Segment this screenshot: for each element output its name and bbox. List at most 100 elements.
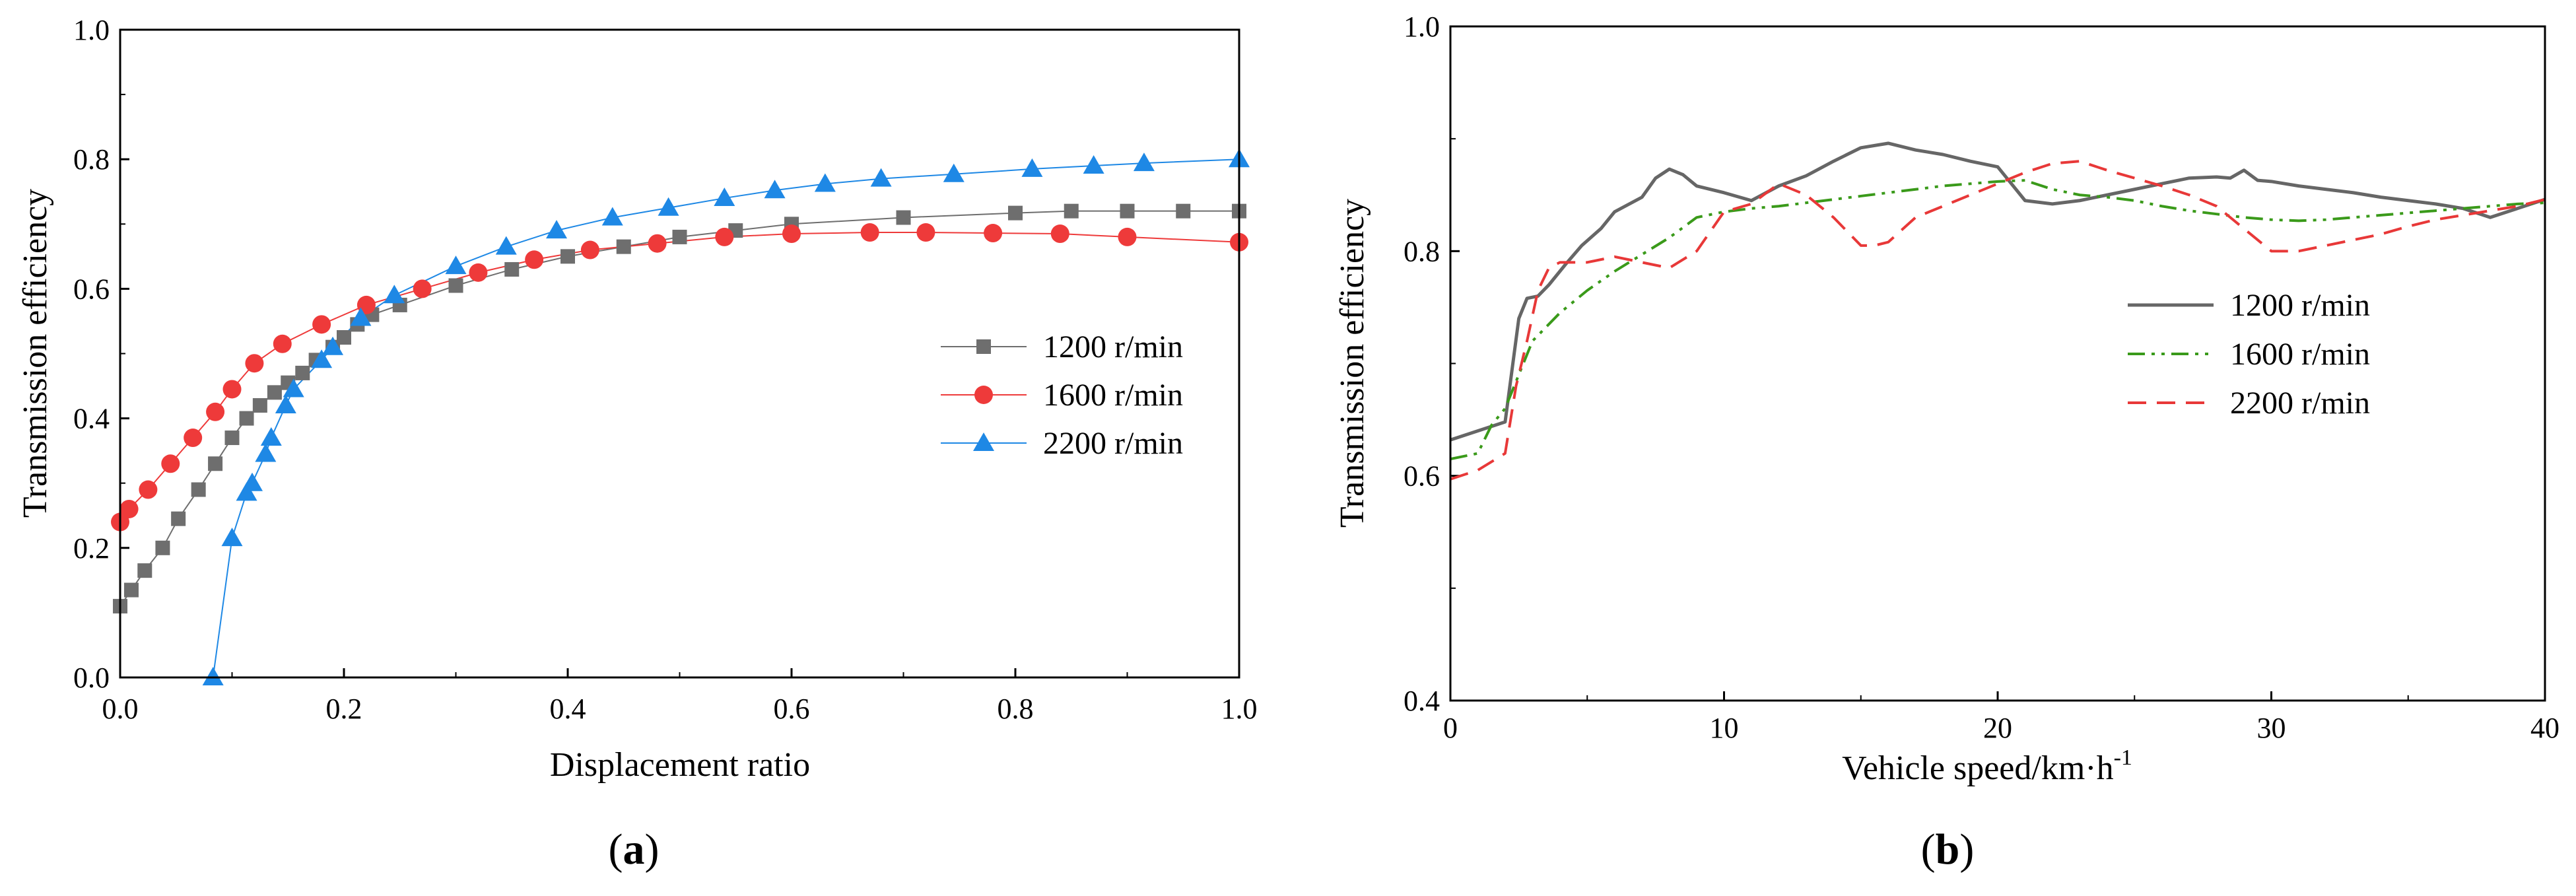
chart-a-panel-letter: a [623,825,645,874]
chart-a-data-point [184,429,203,448]
chart-a-data-point [560,249,575,264]
chart-a-panel-label: (a) [609,825,660,874]
chart-a-x-axis-label: Displacement ratio [550,746,810,784]
chart-a-data-point [245,354,264,373]
chart-a-data-point [525,250,544,269]
chart-a-data-point [870,168,892,187]
chart-a-frame [119,28,1240,679]
chart-a-data-point [384,285,405,304]
chart-b-y-tick-label: 0.6 [1404,460,1440,493]
chart-a-data-point [239,411,254,426]
chart-a-data-point [495,236,517,255]
chart-a-data-point [255,443,277,462]
chart-a-data-point [1008,205,1023,221]
chart-a-data-point [1064,203,1079,219]
chart-a-data-point [221,528,243,547]
chart-a-data-point [267,385,282,400]
chart-a-legend-label: 1200 r/min [1043,329,1183,364]
chart-a-data-point [252,397,267,413]
chart-b-y-tick-label: 1.0 [1404,11,1440,43]
chart-a-ticks: 0.0 0.2 0.4 0.6 0.8 1.0 0.0 0.2 0.4 0.6 0.8 1.0 [73,14,1258,725]
chart-a-x-tick-label: 0.4 [550,693,586,725]
chart-a-data-point [1133,153,1155,172]
chart-a-data-point [1050,224,1069,244]
chart-b-legend-label: 1200 r/min [2230,288,2370,323]
chart-a-data-point [295,365,310,380]
chart-a-markers [111,149,1250,685]
chart-b-series-line-0 [1450,141,2546,442]
chart-b-x-tick-label: 40 [2530,712,2559,744]
chart-a-data-point [448,278,463,293]
chart-b-frame [1449,25,2546,702]
chart-b-x-axis-label-sup: -1 [2114,745,2132,770]
chart-a-data-point [161,454,180,473]
chart-a-data-point [445,256,467,275]
chart-a-data-point [123,582,139,598]
chart-b: 0 10 20 30 40 0.4 0.6 0.8 1.0 Vehicle speed/km·h… [1334,11,2559,874]
chart-b-y-tick-label: 0.4 [1404,685,1440,717]
chart-a-data-point [469,263,488,282]
chart-a-data-point [273,334,292,353]
chart-a-data-point [546,220,568,239]
chart-b-x-axis-label: Vehicle speed/km·h-1 [1842,745,2132,787]
chart-a-y-tick-label: 0.8 [73,143,110,176]
chart-a-data-point [322,336,344,355]
chart-b-x-axis-label-main: Vehicle speed/km·h [1842,749,2114,787]
chart-a-x-tick-label: 0.0 [102,693,139,725]
chart-a-y-tick-label: 0.2 [73,532,110,565]
chart-a-x-tick-label: 0.2 [326,693,362,725]
chart-a-data-point [155,540,170,555]
chart-a-data-point [1176,203,1191,219]
chart-a-data-point [350,307,372,326]
chart-a-y-axis-label: Transmission efficiency [17,189,54,518]
chart-b-y-axis-label: Transmission efficiency [1334,199,1371,528]
chart-b-panel-label: (b) [1921,825,1975,874]
chart-a-data-point [714,188,735,207]
chart-a-data-point [616,239,631,254]
chart-b-x-tick-label: 20 [1983,712,2012,744]
chart-a-legend-label: 2200 r/min [1043,426,1183,461]
chart-a-x-tick-label: 0.6 [774,693,810,725]
chart-a-data-point [580,240,599,259]
chart-b-ticks: 0 10 20 30 40 0.4 0.6 0.8 1.0 [1404,11,2559,744]
chart-a-data-point [1120,203,1135,219]
chart-a-data-point [984,224,1003,243]
chart-a-data-point [191,482,206,497]
chart-a-data-point [137,563,153,578]
chart-a-data-point [814,173,836,192]
chart-a-x-tick-label: 1.0 [1221,693,1258,725]
chart-a-data-point [224,431,240,446]
chart-b-x-tick-label: 30 [2257,712,2286,744]
chart-a-data-point [764,180,786,199]
chart-a: 0.0 0.2 0.4 0.6 0.8 1.0 0.0 0.2 0.4 0.6 0.8 1.0 Dis… [17,14,1258,874]
chart-a-y-tick-label: 0.4 [73,403,110,435]
chart-a-data-point [601,207,623,226]
chart-a-data-point [782,224,801,244]
chart-a-x-tick-label: 0.8 [998,693,1034,725]
chart-a-legend-marker [973,432,994,451]
chart-a-legend-marker [974,386,993,404]
chart-a-legend: 1200 r/min 1600 r/min 2200 r/min [941,329,1183,461]
chart-a-legend-label: 1600 r/min [1043,378,1183,413]
chart-a-data-point [171,511,186,526]
chart-b-legend-label: 1600 r/min [2230,337,2370,372]
chart-a-data-point [860,223,879,242]
chart-b-series-line-2 [1450,160,2546,481]
chart-b-x-tick-label: 10 [1710,712,1739,744]
chart-a-data-point [222,380,242,399]
chart-a-data-point [275,394,296,413]
chart-b-panel-letter: b [1936,825,1960,874]
chart-a-data-point [504,261,520,277]
chart-a-data-point [312,315,331,334]
chart-a-data-point [672,229,687,244]
chart-a-data-point [260,427,282,446]
chart-b-y-tick-label: 0.8 [1404,235,1440,267]
chart-a-data-point [658,197,679,216]
chart-a-data-point [943,163,965,182]
chart-a-data-point [236,482,257,501]
chart-a-data-point [242,472,263,491]
chart-a-data-point [208,456,223,471]
chart-b-legend: 1200 r/min 1600 r/min 2200 r/min [2128,288,2370,421]
chart-a-data-point [896,210,911,225]
